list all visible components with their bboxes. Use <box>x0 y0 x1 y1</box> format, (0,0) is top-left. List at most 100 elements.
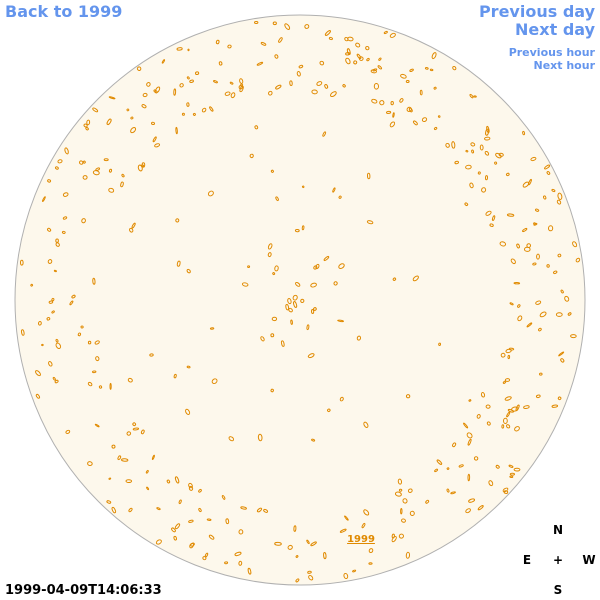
contour <box>451 141 456 149</box>
contour <box>399 98 404 103</box>
contour <box>446 467 450 470</box>
contour <box>240 83 244 87</box>
contour <box>499 241 507 247</box>
contour <box>547 225 554 232</box>
contour <box>429 68 434 72</box>
contour <box>509 302 514 306</box>
contour <box>175 126 178 135</box>
contour <box>323 255 330 262</box>
contour <box>477 171 481 175</box>
contour <box>186 365 191 369</box>
contour <box>48 300 54 304</box>
contour <box>272 21 277 26</box>
contour <box>280 340 285 347</box>
contour <box>270 333 275 338</box>
contour <box>149 353 154 357</box>
contour <box>81 218 86 224</box>
contour <box>290 319 293 325</box>
contour <box>465 149 469 153</box>
contour <box>397 478 403 485</box>
contour <box>452 442 457 448</box>
contour <box>539 372 543 376</box>
contour <box>538 327 542 332</box>
contour <box>368 548 374 554</box>
contour <box>535 300 542 305</box>
compass-south: S <box>554 583 563 597</box>
contour <box>332 187 336 193</box>
solar-disk <box>14 14 586 586</box>
contour <box>189 542 194 549</box>
contour <box>289 80 293 86</box>
contour <box>366 57 370 62</box>
contour <box>155 539 162 545</box>
contour <box>206 518 212 521</box>
contour <box>425 499 430 504</box>
contour <box>366 220 374 225</box>
back-link[interactable]: Back to 1999 <box>5 2 122 21</box>
contour <box>198 507 202 513</box>
contour <box>239 78 244 84</box>
contour <box>174 523 181 530</box>
disk-label[interactable]: 1999 <box>347 534 375 545</box>
contour <box>54 166 59 170</box>
contour <box>486 421 491 426</box>
contour <box>83 123 88 128</box>
contour <box>546 264 550 268</box>
contour <box>467 473 471 482</box>
contour <box>19 259 24 266</box>
contour <box>272 272 276 276</box>
contour <box>108 96 116 100</box>
contour <box>153 89 158 94</box>
contour <box>249 153 254 159</box>
contour <box>221 494 226 500</box>
contour <box>532 262 537 266</box>
contour <box>108 187 115 193</box>
contour <box>188 485 194 491</box>
contour <box>339 396 344 402</box>
contour <box>489 223 494 227</box>
contour <box>450 491 456 495</box>
contour <box>503 490 509 494</box>
contour <box>328 36 333 41</box>
contour <box>368 562 373 565</box>
contour <box>130 116 134 120</box>
previous-hour-link[interactable]: Previous hour <box>509 46 596 59</box>
contour <box>213 80 218 84</box>
contour <box>343 572 349 580</box>
contour <box>54 379 59 384</box>
contour <box>254 125 259 130</box>
contour <box>412 275 419 282</box>
contour <box>390 101 394 106</box>
contour <box>175 218 180 223</box>
contour <box>82 175 88 180</box>
contour <box>543 195 547 200</box>
contour <box>241 282 249 287</box>
contour <box>87 381 93 387</box>
contour <box>310 541 317 547</box>
contour <box>173 373 177 379</box>
contour <box>154 143 161 148</box>
contour <box>504 396 512 401</box>
contour <box>106 500 112 504</box>
contour <box>470 142 476 147</box>
contour <box>51 310 55 314</box>
contour <box>500 352 506 358</box>
next-hour-link[interactable]: Next hour <box>534 59 596 72</box>
contour <box>536 253 540 260</box>
contour <box>209 327 215 330</box>
next-day-link[interactable]: Next day <box>515 20 596 39</box>
contour <box>401 518 406 523</box>
contour <box>181 112 185 116</box>
contour <box>398 533 404 539</box>
contour <box>270 388 274 393</box>
contour <box>505 172 510 177</box>
contour <box>136 66 142 71</box>
contour <box>412 120 418 126</box>
contour <box>476 414 481 419</box>
contour <box>298 64 304 69</box>
previous-day-link[interactable]: Previous day <box>479 2 596 21</box>
contour <box>47 227 52 232</box>
contour <box>485 210 492 216</box>
contour <box>80 325 84 329</box>
